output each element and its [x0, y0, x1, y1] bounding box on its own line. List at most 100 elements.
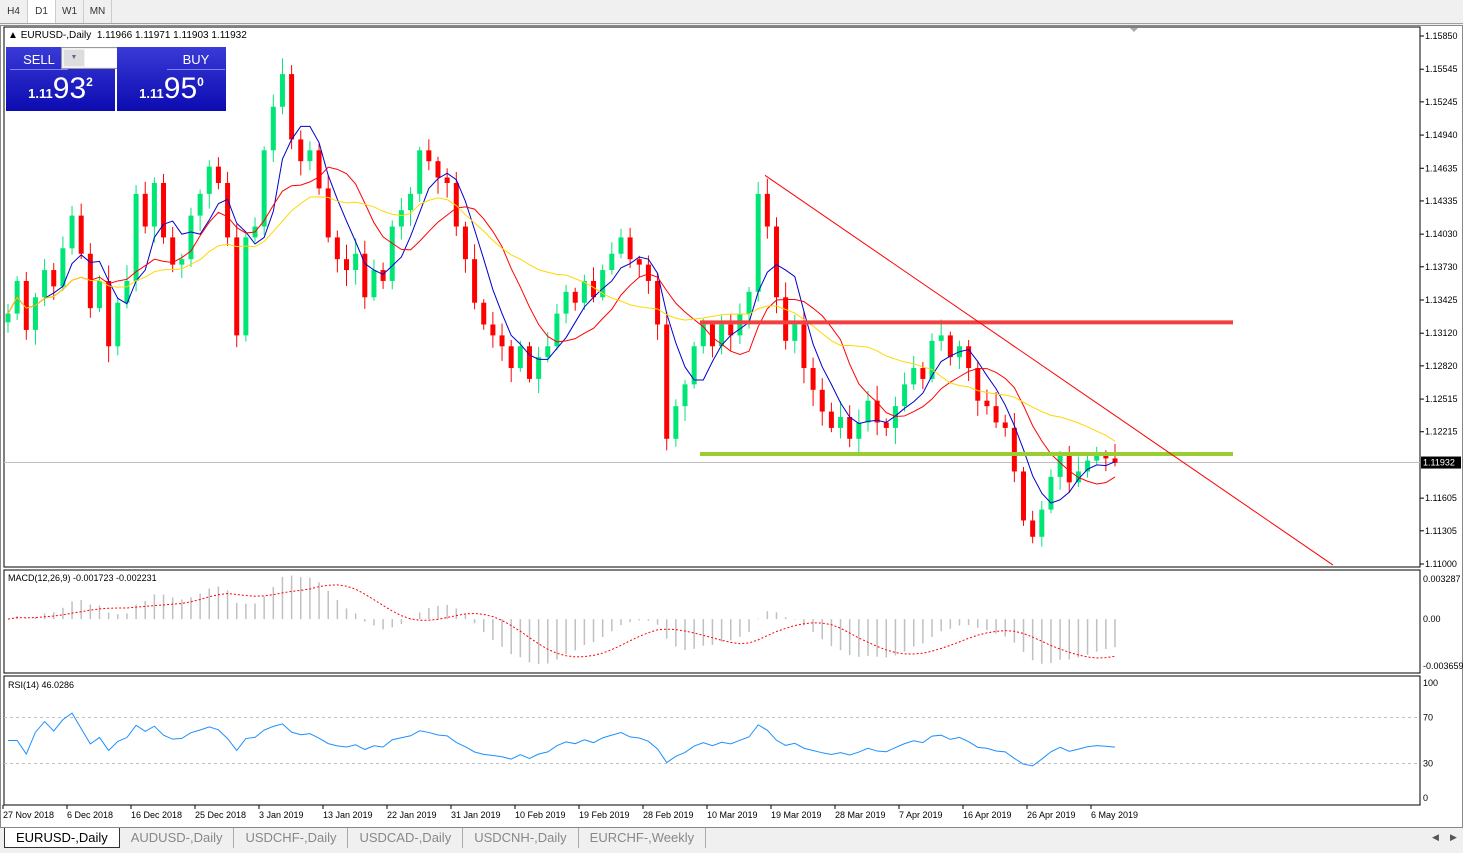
candle-body	[746, 291, 752, 314]
rsi-line	[8, 712, 1116, 767]
price-label: 1.12820	[1425, 361, 1458, 371]
candle-body	[307, 150, 313, 162]
tab-usdcnh-daily[interactable]: USDCNH-,Daily	[463, 828, 579, 848]
candle-body	[645, 264, 651, 281]
candle-body	[334, 237, 340, 260]
macd-signal-line	[7, 584, 1116, 659]
candle-body	[691, 346, 697, 385]
candle-body	[188, 215, 194, 260]
buy-button[interactable]: BUY 1.11950	[117, 47, 226, 111]
timeframe-mn[interactable]: MN	[84, 0, 112, 23]
ma-fast-line	[7, 125, 1116, 504]
tab-scroll-right[interactable]: ▶	[1450, 832, 1457, 842]
timeframe-w1[interactable]: W1	[56, 0, 84, 23]
candle-body	[96, 280, 102, 309]
macd-label: MACD(12,26,9) -0.001723 -0.002231	[8, 573, 157, 583]
macd-axis-label: 0.00	[1423, 614, 1441, 624]
candle-body	[865, 400, 871, 423]
candle-body	[426, 150, 432, 162]
ma-mid-line	[7, 166, 1116, 485]
candle-body	[161, 182, 167, 238]
candle-body	[810, 368, 816, 390]
candle-body	[737, 313, 743, 336]
tab-audusd-daily[interactable]: AUDUSD-,Daily	[120, 828, 235, 848]
candle-body	[69, 215, 75, 249]
candle-body	[673, 406, 679, 439]
timeframe-d1[interactable]: D1	[28, 0, 56, 23]
timeframe-h4[interactable]: H4	[0, 0, 28, 23]
lot-decrease-button[interactable]: ▼	[64, 50, 84, 66]
price-label: 1.14030	[1425, 229, 1458, 239]
candle-body	[682, 384, 688, 407]
candle-body	[353, 253, 359, 271]
sell-button[interactable]: SELL 1.11932	[6, 47, 115, 111]
candle-body	[453, 182, 459, 227]
candle-body	[773, 226, 779, 298]
tab-eurusd-daily[interactable]: EURUSD-,Daily	[4, 828, 120, 848]
candle-body	[618, 237, 624, 254]
date-label: 13 Jan 2019	[323, 810, 373, 820]
candle-body	[1066, 455, 1072, 483]
candle-body	[417, 150, 423, 194]
candle-body	[371, 270, 377, 298]
price-label: 1.13730	[1425, 262, 1458, 272]
price-label: 1.14635	[1425, 163, 1458, 173]
candle-body	[526, 346, 532, 379]
candle-body	[920, 368, 926, 379]
date-label: 6 May 2019	[1091, 810, 1138, 820]
tab-usdchf-daily[interactable]: USDCHF-,Daily	[234, 828, 349, 848]
candle-body	[847, 417, 853, 439]
collapse-icon[interactable]: ▲	[8, 30, 18, 41]
candle-body	[911, 368, 917, 385]
candle-body	[261, 150, 267, 227]
candle-body	[380, 270, 386, 281]
candle-body	[627, 237, 633, 260]
candle-body	[902, 384, 908, 407]
date-label: 16 Dec 2018	[131, 810, 182, 820]
candle-body	[316, 150, 322, 189]
price-label: 1.11305	[1425, 526, 1457, 536]
candle-body	[1039, 509, 1045, 537]
rsi-axis-label: 30	[1423, 759, 1433, 769]
candle-body	[225, 182, 231, 238]
candle-body	[792, 324, 798, 341]
candle-body	[728, 324, 734, 336]
candle-body	[325, 188, 331, 238]
candle-body	[197, 193, 203, 216]
candle-body	[874, 400, 880, 423]
tab-eurchf-weekly[interactable]: EURCHF-,Weekly	[579, 828, 707, 848]
candle-body	[398, 210, 404, 227]
candle-body	[664, 324, 670, 439]
date-label: 25 Dec 2018	[195, 810, 246, 820]
candle-body	[892, 406, 898, 428]
candle-body	[279, 74, 285, 107]
candle-body	[938, 335, 944, 341]
price-label: 1.12215	[1425, 427, 1458, 437]
candle-body	[801, 324, 807, 369]
candle-body	[435, 161, 441, 178]
date-label: 26 Apr 2019	[1027, 810, 1076, 820]
candle-body	[655, 280, 661, 325]
candle-body	[966, 346, 972, 369]
candle-body	[481, 302, 487, 325]
candle-body	[243, 237, 249, 336]
candle-body	[572, 291, 578, 303]
rsi-axis-label: 100	[1423, 678, 1438, 688]
tab-usdcad-daily[interactable]: USDCAD-,Daily	[348, 828, 464, 848]
date-label: 6 Dec 2018	[67, 810, 113, 820]
candle-body	[719, 324, 725, 347]
candle-body	[755, 193, 761, 292]
main-panel	[3, 26, 1421, 568]
candle-body	[517, 346, 523, 369]
candle-body	[206, 166, 212, 194]
candle-body	[581, 280, 587, 303]
candle-body	[42, 270, 48, 298]
candle-body	[1057, 455, 1063, 477]
current-price-label: 1.11932	[1423, 458, 1455, 468]
candle-body	[856, 422, 862, 439]
candle-body	[1002, 422, 1008, 428]
date-label: 28 Feb 2019	[643, 810, 694, 820]
candle-body	[490, 324, 496, 336]
tab-scroll-left[interactable]: ◀	[1432, 832, 1439, 842]
